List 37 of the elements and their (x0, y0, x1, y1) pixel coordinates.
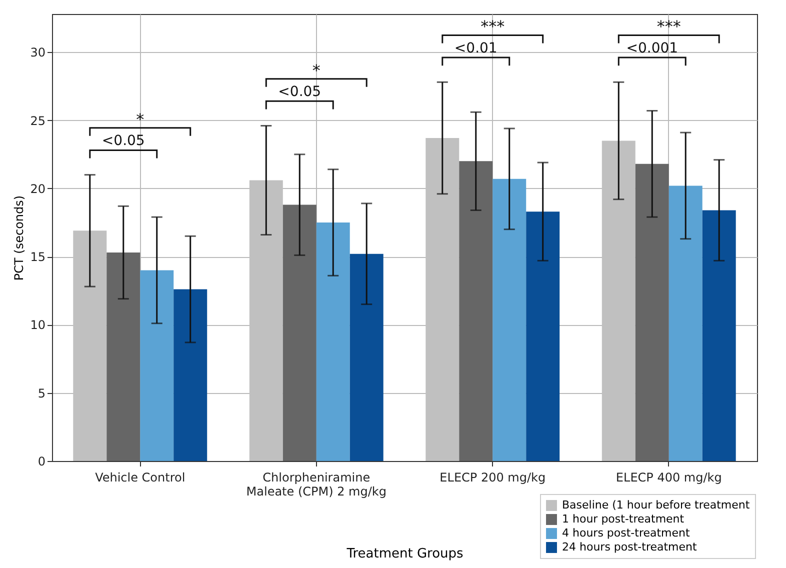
annotation: * (312, 60, 320, 80)
y-tick-label: 15 (30, 250, 46, 264)
x-axis-title: Treatment Groups (346, 546, 464, 562)
annotation: * (136, 110, 144, 129)
annotation: <0.01 (454, 40, 498, 57)
annotation: <0.001 (626, 40, 678, 57)
annotation: <0.05 (278, 84, 322, 100)
bar (635, 164, 669, 461)
legend-label: 1 hour post-treatment (562, 512, 685, 526)
y-tick-label: 30 (30, 46, 46, 60)
x-tick-label: ELECP 200 mg/kg (440, 470, 546, 484)
annotation: *** (480, 17, 505, 36)
bar (174, 289, 208, 461)
y-tick-label: 20 (30, 182, 46, 196)
legend-label: Baseline (1 hour before treatment (562, 498, 750, 512)
x-tick-label: ELECP 400 mg/kg (616, 470, 722, 484)
legend-label: 4 hours post-treatment (562, 526, 691, 540)
bar (492, 178, 526, 461)
bar (459, 161, 493, 461)
bar (282, 204, 316, 461)
bar (140, 270, 174, 461)
y-tick-label: 0 (38, 454, 46, 468)
legend-label: 24 hours post-treatment (562, 540, 698, 554)
x-tick-label: Chlorpheniramine Maleate (CPM) 2 mg/kg (246, 470, 386, 498)
bar (106, 252, 140, 461)
bar (668, 186, 702, 461)
bar (702, 210, 736, 461)
x-tick-label: Vehicle Control (95, 470, 186, 484)
annotation: <0.05 (102, 133, 145, 150)
y-axis-title: PCT (seconds) (12, 195, 26, 281)
y-tick-label: 10 (30, 318, 46, 332)
bar (350, 254, 384, 461)
annotation: *** (656, 17, 681, 36)
y-tick-label: 25 (30, 114, 46, 128)
bar (526, 212, 560, 461)
bar (316, 222, 350, 461)
y-tick-label: 5 (38, 386, 46, 400)
